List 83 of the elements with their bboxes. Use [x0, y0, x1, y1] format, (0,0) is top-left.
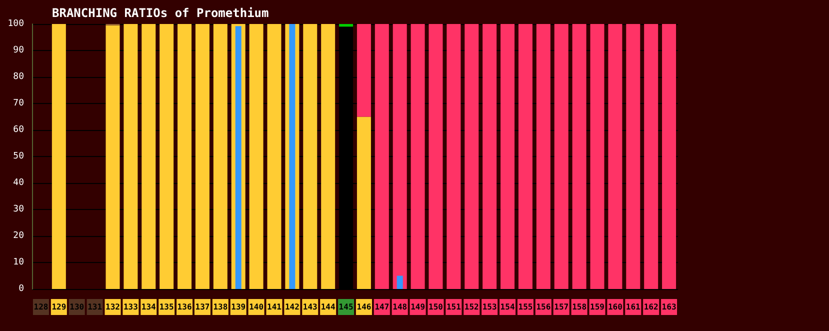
x-tick-label: 136 — [177, 302, 192, 312]
bar — [446, 24, 461, 289]
bar — [464, 24, 479, 289]
y-tick-label: 40 — [13, 178, 24, 188]
x-tick-label: 144 — [320, 302, 336, 312]
x-tick-label: 129 — [52, 302, 66, 312]
bar — [124, 24, 138, 289]
x-tick-label: 148 — [392, 302, 408, 312]
bar — [644, 24, 658, 289]
bar — [356, 24, 371, 117]
bar — [303, 24, 318, 289]
y-tick-label: 30 — [13, 204, 24, 214]
bar — [608, 24, 622, 289]
x-tick-label: 128 — [34, 302, 48, 312]
x-tick-label: 132 — [106, 302, 120, 312]
bar — [554, 24, 568, 289]
bar — [289, 24, 296, 289]
y-tick-label: 70 — [13, 98, 24, 108]
y-tick-label: 10 — [13, 258, 24, 268]
bar — [249, 24, 264, 289]
y-tick-label: 0 — [18, 284, 24, 294]
bar — [52, 24, 66, 289]
y-tick-label: 60 — [13, 125, 24, 135]
bar — [339, 24, 354, 27]
bar — [321, 24, 336, 289]
bar — [572, 24, 586, 289]
x-tick-label: 135 — [159, 302, 174, 312]
bar — [235, 26, 242, 289]
bar — [106, 25, 120, 289]
x-tick-label: 139 — [231, 302, 246, 312]
bar — [195, 24, 210, 289]
bar — [356, 116, 371, 289]
bar — [178, 24, 192, 289]
x-tick-label: 158 — [572, 302, 587, 312]
bar — [626, 24, 640, 289]
bar — [590, 24, 604, 289]
bar — [428, 24, 443, 289]
bar — [410, 24, 425, 289]
bar — [142, 24, 156, 289]
x-tick-label: 151 — [446, 302, 462, 312]
x-tick-label: 140 — [249, 302, 264, 312]
y-tick-label: 100 — [8, 19, 24, 29]
bar — [536, 24, 550, 289]
x-tick-label: 153 — [482, 302, 497, 312]
x-tick-label: 149 — [410, 302, 426, 312]
bar — [374, 24, 389, 289]
bar — [392, 24, 407, 289]
x-tick-label: 157 — [554, 302, 569, 312]
x-tick-label: 130 — [70, 302, 84, 312]
x-tick-label: 150 — [428, 302, 444, 312]
y-tick-label: 80 — [13, 72, 24, 82]
x-tick-label: 131 — [88, 302, 102, 312]
chart-title: BRANCHING RATIOs of Promethium — [52, 6, 269, 20]
x-tick-label: 145 — [338, 302, 354, 312]
bar — [396, 276, 403, 289]
bar — [482, 24, 497, 289]
x-tick-label: 162 — [644, 302, 658, 312]
x-tick-label: 152 — [464, 302, 480, 312]
bar — [213, 24, 228, 289]
x-tick-label: 163 — [662, 302, 676, 312]
x-tick-label: 159 — [590, 302, 605, 312]
x-tick-label: 155 — [518, 302, 533, 312]
y-tick-label: 90 — [13, 46, 24, 56]
x-tick-label: 161 — [626, 302, 641, 312]
bar — [160, 24, 174, 289]
x-tick-label: 146 — [356, 302, 372, 312]
x-tick-label: 137 — [195, 302, 210, 312]
x-tick-label: 142 — [284, 302, 300, 312]
bar — [662, 24, 676, 289]
y-tick-label: 20 — [13, 231, 24, 241]
bar — [267, 24, 282, 289]
x-tick-label: 160 — [608, 302, 623, 312]
x-tick-label: 141 — [267, 302, 282, 312]
y-tick-label: 50 — [13, 152, 24, 162]
bar — [500, 24, 515, 289]
bar — [518, 24, 532, 289]
x-tick-label: 147 — [374, 302, 390, 312]
x-tick-label: 143 — [302, 302, 318, 312]
x-tick-label: 156 — [536, 302, 551, 312]
x-tick-label: 138 — [213, 302, 228, 312]
x-tick-label: 154 — [500, 302, 515, 312]
x-tick-label: 134 — [141, 302, 156, 312]
x-tick-label: 133 — [123, 302, 138, 312]
